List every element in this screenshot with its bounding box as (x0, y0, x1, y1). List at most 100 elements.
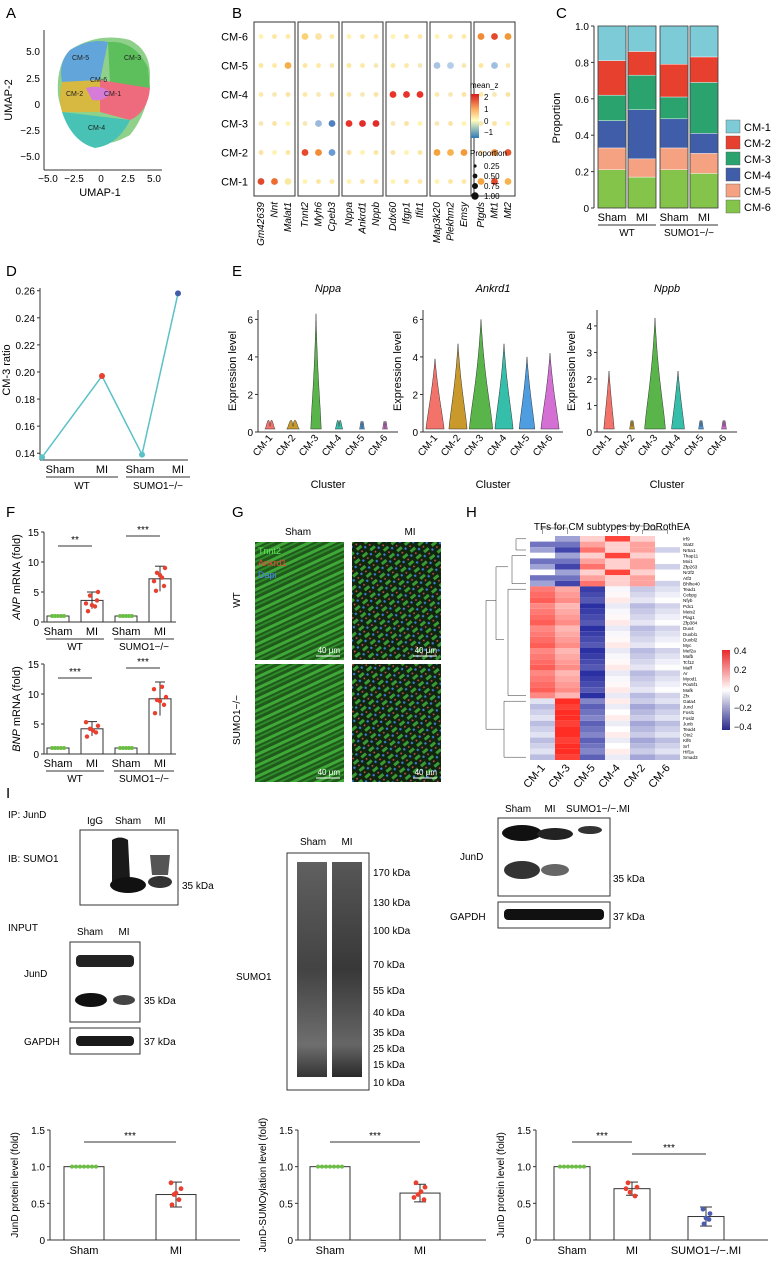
heatmap-row-label: Tead1 (683, 587, 696, 592)
heatmap-scale-tick: 0.4 (734, 646, 747, 656)
group-label-wt: WT (74, 481, 90, 492)
size-key-label: 0.50 (484, 172, 500, 181)
legend-swatch-cm-1 (725, 119, 741, 134)
quant-y-tick: 1.0 (31, 1163, 45, 1174)
heatmap-cell (555, 536, 580, 542)
violin-x-tick: CM-1 (590, 433, 614, 459)
data-point (154, 570, 160, 575)
dot-plot-dot (447, 62, 454, 69)
heatmap-row-label: Zfp263 (683, 565, 698, 570)
panel-letter-h: H (466, 504, 477, 521)
violin-shape (494, 343, 514, 430)
heatmap-cell (555, 608, 580, 615)
heatmap-cell (555, 642, 580, 648)
heatmap-row-label: Plag1 (683, 615, 695, 620)
heatmap-row-label: Tcf12 (683, 660, 694, 665)
umap-label-cm1: CM-1 (104, 91, 121, 98)
data-point (627, 1189, 633, 1195)
data-point (332, 1164, 336, 1169)
quant-x-tick: MI (414, 1245, 426, 1257)
stackbar-x-tick: MI (636, 212, 648, 224)
heatmap-cell (580, 603, 605, 609)
heatmap-cell (580, 631, 605, 637)
umap-y-label: UMAP-2 (3, 79, 15, 121)
ylabel-suffix: mRNA (fold) (11, 666, 23, 729)
heatmap-cell (655, 614, 680, 620)
heatmap-cell (605, 726, 630, 732)
stackbar-segment-cm-3 (689, 82, 719, 134)
heatmap-cell (555, 676, 580, 682)
heatmap-row-label: Nr2f2 (683, 570, 695, 575)
heatmap-cell (580, 698, 605, 704)
heatmap-cell (630, 648, 655, 654)
heatmap-cell (555, 709, 580, 716)
heatmap-cell (655, 575, 680, 581)
lane-label-mi: MI (341, 837, 352, 848)
heatmap-cell (630, 715, 655, 721)
heatmap-cell (555, 732, 580, 738)
data-point (625, 1180, 631, 1186)
heatmap-row-label: Irf9 (683, 537, 690, 542)
heatmap-row-label: Fosl1 (683, 710, 695, 715)
heatmap-cell (630, 564, 655, 570)
proportion-title: Proportion (470, 149, 507, 158)
violin-x-tick: CM-5 (682, 433, 706, 459)
data-point (152, 711, 158, 716)
heatmap-cell (655, 704, 680, 710)
kda-marker: 15 kDa (373, 1060, 405, 1071)
heatmap-cell (605, 687, 630, 693)
data-point (121, 746, 125, 750)
data-point (130, 746, 134, 750)
violin-y-tick: 4 (247, 353, 253, 364)
dot-plot-dot (404, 63, 409, 68)
heatmap-cell (605, 608, 630, 615)
stackbar-bar-outline (689, 25, 719, 209)
stackbar-segment-cm-4 (627, 109, 657, 160)
dot-plot-dot (433, 149, 441, 156)
quant-y-tick: 0 (525, 1236, 531, 1247)
data-point (127, 614, 131, 618)
data-point (701, 1221, 707, 1227)
data-point (59, 614, 63, 618)
heatmap-cell (655, 586, 680, 592)
quant-y-tick: 1.5 (517, 1126, 531, 1137)
dot-plot-row-label: CM-6 (221, 32, 248, 44)
heatmap-cell (530, 664, 555, 671)
line-x-tick: Sham (126, 464, 155, 476)
panel-letter-i: I (6, 785, 10, 802)
dot-plot-dot (346, 179, 352, 184)
blot-band (75, 993, 107, 1007)
data-point (56, 746, 60, 750)
data-point (707, 1211, 713, 1216)
dot-plot-dot (285, 150, 291, 155)
data-point (163, 694, 169, 700)
tf-heatmap: Irf9Stat2Nr5a1Thap11Mxi1Zfp263Nr2f2Atf3B… (485, 525, 752, 791)
heatmap-cell (580, 536, 605, 542)
dot-plot-dot (271, 178, 278, 185)
quant-y-tick: 1.0 (279, 1163, 293, 1174)
mrna-y-tick: 5 (33, 720, 39, 731)
heatmap-cell (605, 732, 630, 738)
heatmap-cell (630, 569, 655, 576)
heatmap-cell (605, 575, 630, 581)
heatmap-row-label: Meis2 (683, 609, 696, 614)
ip-label: IP: JunD (8, 810, 46, 821)
quant-bar (399, 1192, 441, 1241)
heatmap-cell (655, 681, 680, 688)
violin-y-tick: 0 (247, 428, 253, 439)
data-point (50, 746, 54, 750)
heatmap-cell (605, 720, 630, 727)
heatmap-row-label: Atf3 (683, 576, 692, 581)
sig-label: *** (369, 1131, 381, 1142)
stain-label-tnnt2: Tnnt2 (258, 546, 281, 556)
stackbar-x-tick: Sham (660, 212, 689, 224)
data-point (570, 1164, 574, 1169)
heatmap-title: TFs for CM subtypes by DoRothEA (534, 522, 690, 533)
heatmap-row-label: Tead4 (683, 727, 696, 732)
heatmap-cell (580, 625, 605, 632)
heatmap-cell (580, 659, 605, 665)
dot-plot-dot (491, 149, 498, 156)
dot-plot-dot (448, 34, 453, 39)
dendrogram-branch (495, 566, 508, 640)
